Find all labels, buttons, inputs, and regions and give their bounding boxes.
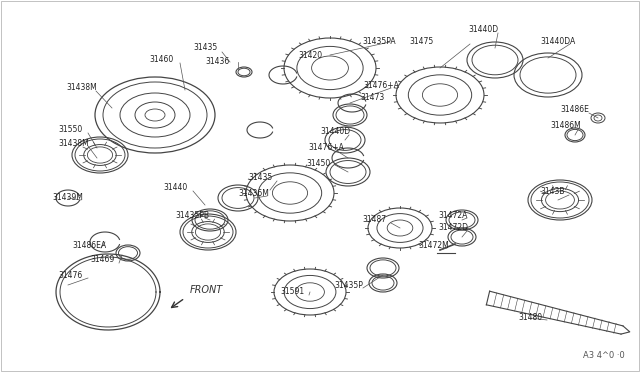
Text: 31469: 31469 bbox=[90, 256, 115, 264]
Text: 31420: 31420 bbox=[298, 51, 322, 60]
Text: 31440D: 31440D bbox=[468, 26, 498, 35]
Text: 31438M: 31438M bbox=[58, 138, 89, 148]
Text: 31476+A: 31476+A bbox=[308, 144, 344, 153]
Text: 31438M: 31438M bbox=[66, 83, 97, 93]
Text: 31480: 31480 bbox=[518, 314, 542, 323]
Text: 31436: 31436 bbox=[205, 58, 229, 67]
Text: 3143B: 3143B bbox=[540, 187, 564, 196]
Text: 31435PB: 31435PB bbox=[175, 211, 209, 219]
Text: 31472D: 31472D bbox=[438, 224, 468, 232]
Text: 31550: 31550 bbox=[58, 125, 83, 135]
Text: A3 4^0 ·0: A3 4^0 ·0 bbox=[583, 351, 625, 360]
Text: 31475: 31475 bbox=[409, 38, 433, 46]
Text: 31476+A: 31476+A bbox=[363, 80, 399, 90]
Text: 31486M: 31486M bbox=[550, 121, 580, 129]
Text: 31440DA: 31440DA bbox=[540, 38, 575, 46]
Text: 31435: 31435 bbox=[193, 44, 217, 52]
Text: 31439M: 31439M bbox=[52, 193, 83, 202]
Text: 31486EA: 31486EA bbox=[72, 241, 106, 250]
Text: FRONT: FRONT bbox=[190, 285, 223, 295]
Text: 31487: 31487 bbox=[362, 215, 386, 224]
Text: 31436M: 31436M bbox=[238, 189, 269, 198]
Text: 31460: 31460 bbox=[149, 55, 173, 64]
Text: 31440: 31440 bbox=[163, 183, 188, 192]
Text: 31450: 31450 bbox=[306, 158, 330, 167]
Text: 31473: 31473 bbox=[360, 93, 384, 103]
Text: 31435P: 31435P bbox=[334, 280, 363, 289]
Text: 31476: 31476 bbox=[58, 270, 83, 279]
Text: 31435: 31435 bbox=[248, 173, 272, 183]
Text: 31486E: 31486E bbox=[560, 106, 589, 115]
Text: 31435PA: 31435PA bbox=[362, 38, 396, 46]
Text: 31440D: 31440D bbox=[320, 128, 350, 137]
Text: 31591: 31591 bbox=[280, 288, 304, 296]
Text: 31472M: 31472M bbox=[418, 241, 449, 250]
Text: 31472A: 31472A bbox=[438, 211, 467, 219]
